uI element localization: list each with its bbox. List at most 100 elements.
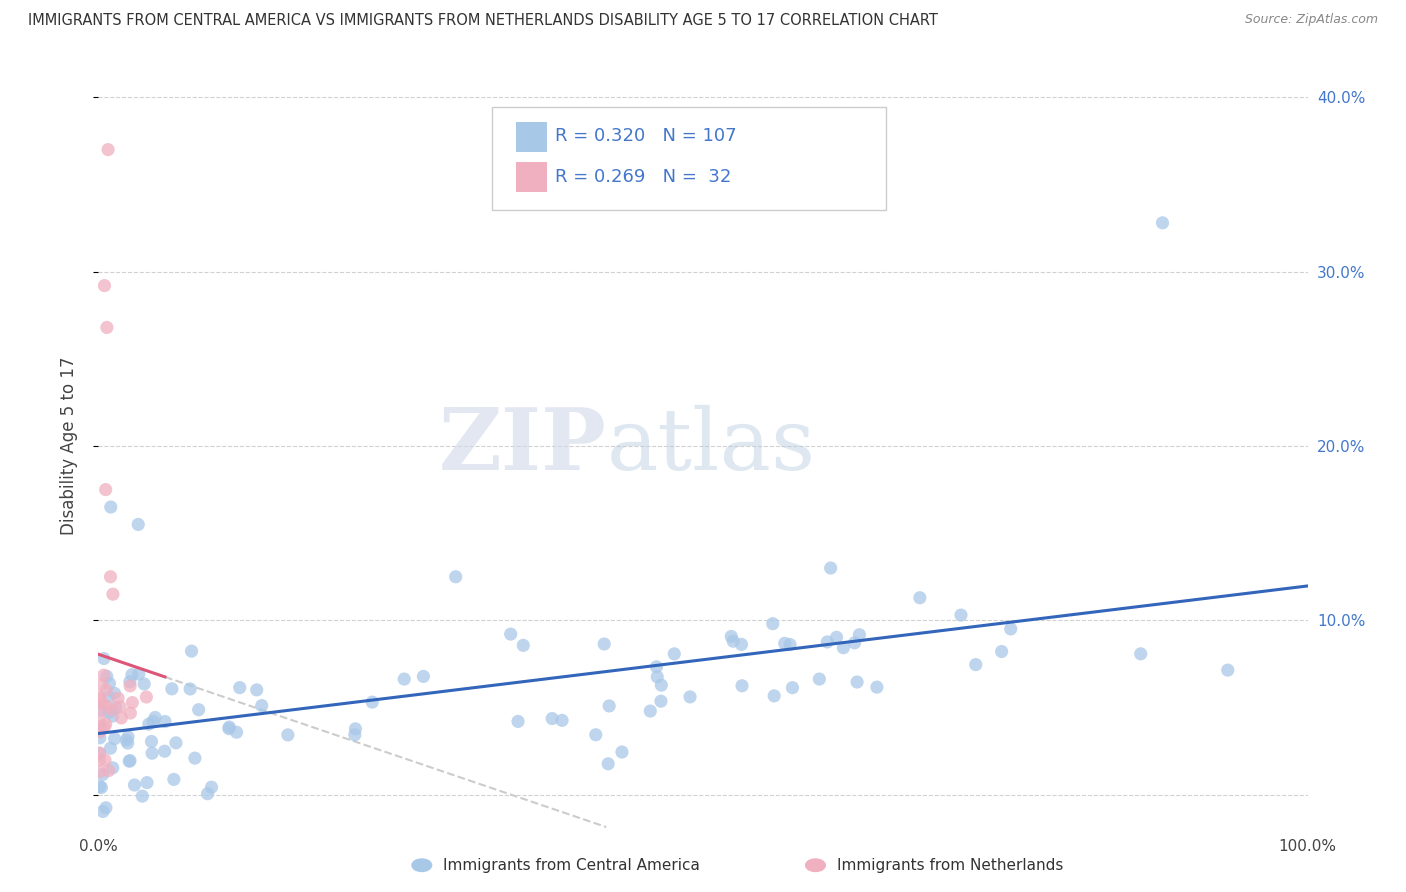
Point (89, 724, 111, 739)
Point (104, 731, 127, 746)
Point (100, 703, 122, 717)
Point (89, 720, 111, 734)
Point (104, 700, 127, 714)
Point (138, 717, 160, 731)
Point (124, 778, 146, 792)
Point (120, 706, 142, 720)
Point (825, 630, 848, 644)
Point (141, 746, 163, 760)
Point (127, 517, 149, 532)
Point (782, 681, 804, 695)
Point (98, 676, 121, 690)
Point (512, 638, 534, 652)
Point (218, 722, 240, 736)
Point (89, 780, 111, 794)
Point (773, 636, 796, 650)
Point (664, 647, 686, 661)
Text: Immigrants from Central America: Immigrants from Central America (443, 858, 700, 872)
Point (153, 744, 176, 758)
Point (93, 278, 115, 293)
Point (136, 775, 159, 789)
Point (97, 143, 120, 157)
Point (650, 678, 672, 692)
Point (100, 741, 122, 756)
Point (93, 668, 115, 682)
Point (598, 756, 620, 771)
Point (499, 627, 522, 641)
Text: IMMIGRANTS FROM CENTRAL AMERICA VS IMMIGRANTS FROM NETHERLANDS DISABILITY AGE 5 : IMMIGRANTS FROM CENTRAL AMERICA VS IMMIG… (28, 13, 938, 29)
Point (808, 672, 831, 686)
Point (96, 320, 118, 334)
Point (94, 717, 117, 731)
Text: atlas: atlas (606, 404, 815, 488)
Point (89, 697, 111, 711)
Point (1000, 622, 1022, 636)
Point (197, 787, 219, 801)
Point (91, 767, 114, 781)
Point (121, 667, 143, 681)
Point (118, 754, 141, 768)
Point (142, 714, 165, 729)
Point (89, 753, 111, 767)
Point (585, 728, 607, 742)
Point (344, 722, 367, 736)
Point (131, 789, 153, 804)
Point (779, 638, 801, 652)
Point (96, 683, 118, 698)
Point (187, 703, 209, 717)
Point (412, 669, 434, 683)
Point (1152, 216, 1174, 230)
Point (120, 679, 142, 693)
Point (277, 728, 299, 742)
Point (820, 561, 842, 575)
Point (101, 761, 124, 775)
Point (89, 710, 111, 724)
Point (90, 678, 112, 692)
Point (97, 690, 120, 704)
Point (128, 667, 150, 681)
Text: Source: ZipAtlas.com: Source: ZipAtlas.com (1244, 13, 1378, 27)
Point (246, 682, 269, 697)
Point (103, 686, 125, 700)
Point (91, 697, 114, 711)
Point (98, 706, 121, 720)
Point (815, 635, 838, 649)
Point (90, 703, 112, 717)
Point (200, 780, 222, 795)
Point (645, 660, 668, 674)
Point (101, 709, 124, 723)
Point (97, 764, 120, 778)
Point (135, 690, 157, 704)
Point (730, 637, 752, 651)
Point (645, 670, 668, 684)
Point (117, 730, 139, 744)
Point (720, 630, 742, 644)
Point (91, 805, 114, 819)
Point (844, 636, 866, 650)
Point (94, 801, 117, 815)
Point (846, 675, 869, 690)
Point (1129, 647, 1152, 661)
Point (108, 699, 131, 714)
Point (180, 644, 202, 658)
Point (93, 651, 115, 665)
Point (117, 736, 139, 750)
Point (179, 681, 201, 696)
Point (96, 669, 118, 683)
Point (115, 733, 138, 747)
Point (163, 772, 186, 787)
Point (218, 720, 240, 734)
Point (990, 644, 1012, 658)
Point (731, 679, 754, 693)
Point (118, 754, 141, 768)
Point (762, 616, 785, 631)
Point (361, 695, 384, 709)
Point (89, 731, 111, 745)
Point (506, 714, 529, 729)
Text: Immigrants from Netherlands: Immigrants from Netherlands (837, 858, 1063, 872)
Point (89, 692, 111, 706)
Text: ZIP: ZIP (439, 404, 606, 488)
Point (721, 634, 744, 648)
Point (593, 637, 616, 651)
Text: R = 0.320   N = 107: R = 0.320 N = 107 (555, 128, 737, 145)
